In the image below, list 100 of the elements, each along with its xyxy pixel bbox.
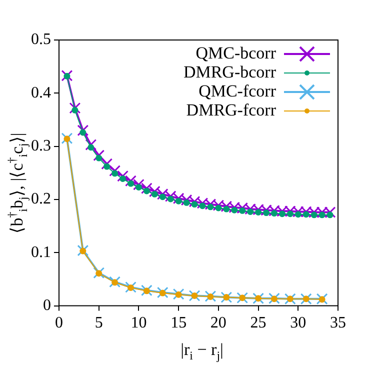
point [175, 198, 182, 204]
point [77, 124, 89, 136]
point [308, 206, 320, 218]
point [239, 294, 246, 302]
point [316, 293, 328, 305]
point [284, 205, 296, 217]
point [80, 248, 86, 254]
point [188, 290, 200, 302]
x-tick-label: 5 [94, 314, 103, 332]
point [268, 292, 280, 304]
point [101, 158, 113, 170]
point [255, 208, 262, 216]
point [172, 192, 184, 204]
point [302, 211, 310, 218]
point [207, 294, 214, 300]
x-tick-label: 35 [330, 314, 346, 332]
point [223, 294, 230, 301]
point [294, 211, 302, 218]
point [64, 72, 70, 80]
point [268, 204, 280, 216]
point [278, 210, 286, 218]
y-tick-label: 0 [43, 297, 51, 314]
point [228, 202, 240, 214]
point [151, 190, 158, 198]
point [109, 276, 120, 288]
point [252, 204, 264, 216]
point [125, 175, 136, 187]
point [247, 208, 254, 215]
point [302, 296, 310, 302]
y-tick-label: 0.2 [31, 190, 51, 208]
point [292, 206, 304, 218]
point [263, 210, 270, 216]
point [156, 188, 168, 200]
x-axis-title: |r$_{i}$ − r$_{j}$| [180, 340, 224, 364]
point [188, 196, 200, 208]
x-tick-label: 15 [170, 314, 187, 332]
point [167, 196, 174, 202]
point [270, 296, 278, 302]
x-tick-label: 0 [55, 314, 63, 332]
point [231, 206, 238, 214]
point [270, 210, 278, 217]
point [143, 188, 150, 194]
point [80, 129, 86, 136]
point [276, 205, 288, 217]
point [109, 165, 120, 176]
point [72, 106, 78, 114]
x-tick-label: 30 [290, 314, 306, 332]
point [236, 292, 248, 304]
point [156, 286, 168, 298]
point [140, 182, 152, 194]
point [96, 270, 102, 277]
legend-label: DMRG-fcorr [186, 100, 276, 120]
point [112, 279, 118, 286]
point [324, 206, 336, 218]
point [191, 292, 198, 299]
point [69, 102, 81, 114]
point [284, 293, 296, 305]
point [164, 190, 176, 202]
point [61, 132, 73, 144]
point [196, 198, 208, 209]
point [183, 199, 190, 206]
point [199, 202, 206, 210]
point [93, 150, 105, 162]
point [318, 212, 326, 218]
point [172, 288, 184, 300]
y-tick-label: 0.3 [31, 138, 51, 155]
point [159, 194, 166, 200]
point [220, 292, 232, 303]
point [223, 206, 230, 212]
x-tick-label: 10 [130, 314, 147, 332]
y-tick-label: 0.1 [31, 244, 51, 261]
point [77, 244, 89, 256]
point [93, 267, 105, 279]
point [127, 284, 134, 291]
x-tick-label: 25 [250, 314, 266, 332]
point [316, 206, 328, 218]
point [260, 204, 272, 216]
point [127, 180, 134, 187]
point [133, 178, 144, 190]
point [120, 176, 126, 182]
point [310, 212, 318, 218]
point [140, 284, 152, 296]
point [236, 202, 248, 214]
point [239, 207, 246, 214]
point [318, 296, 326, 303]
point [104, 163, 110, 170]
point [212, 200, 224, 212]
point [135, 184, 142, 191]
point [175, 291, 182, 298]
point [204, 290, 216, 302]
point [64, 136, 70, 142]
point [125, 281, 136, 293]
point [148, 186, 160, 198]
y-tick-label: 0.4 [31, 84, 51, 102]
point [143, 288, 150, 294]
legend-label: QMC-bcorr [196, 43, 276, 62]
point [326, 212, 334, 218]
point [244, 203, 256, 215]
point [96, 154, 102, 162]
point [252, 292, 264, 304]
